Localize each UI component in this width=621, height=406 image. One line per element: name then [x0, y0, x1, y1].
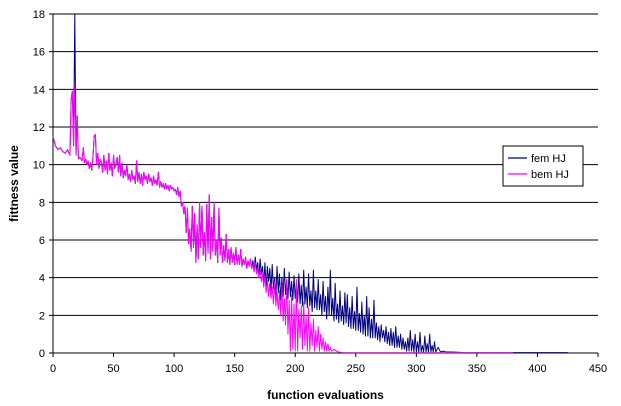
series-line-bem-hj: [53, 86, 513, 353]
series-lines: [53, 14, 568, 353]
y-tick-label: 6: [39, 235, 45, 247]
y-tick-label: 10: [33, 160, 45, 172]
x-tick-label: 250: [347, 363, 365, 375]
x-tick-label: 400: [528, 363, 546, 375]
legend: fem HJ bem HJ: [503, 146, 583, 186]
x-tick-label: 50: [107, 363, 119, 375]
x-axis-title: function evaluations: [267, 388, 384, 402]
legend-label-bem-hj: bem HJ: [531, 169, 569, 181]
series-line-fem-hj: [53, 14, 568, 353]
x-tick-label: 200: [286, 363, 304, 375]
y-tick-label: 14: [33, 84, 45, 96]
x-tick-label: 300: [407, 363, 425, 375]
y-axis-title: fittness value: [7, 145, 21, 222]
y-tick-label: 18: [33, 9, 45, 21]
y-tick-label: 8: [39, 197, 45, 209]
tick-labels: 0 2 4 6 8 10 12 14 16 18 0 50 100 150 200 250 300 350 400 4…: [33, 9, 607, 375]
y-tick-label: 2: [39, 310, 45, 322]
y-tick-label: 16: [33, 47, 45, 59]
legend-label-fem-hj: fem HJ: [531, 153, 566, 165]
y-tick-label: 4: [39, 273, 45, 285]
x-tick-label: 0: [50, 363, 56, 375]
x-tick-label: 150: [225, 363, 243, 375]
x-tick-label: 450: [589, 363, 607, 375]
x-tick-label: 100: [165, 363, 183, 375]
y-tick-label: 12: [33, 122, 45, 134]
x-tick-label: 350: [468, 363, 486, 375]
y-tick-label: 0: [39, 348, 45, 360]
